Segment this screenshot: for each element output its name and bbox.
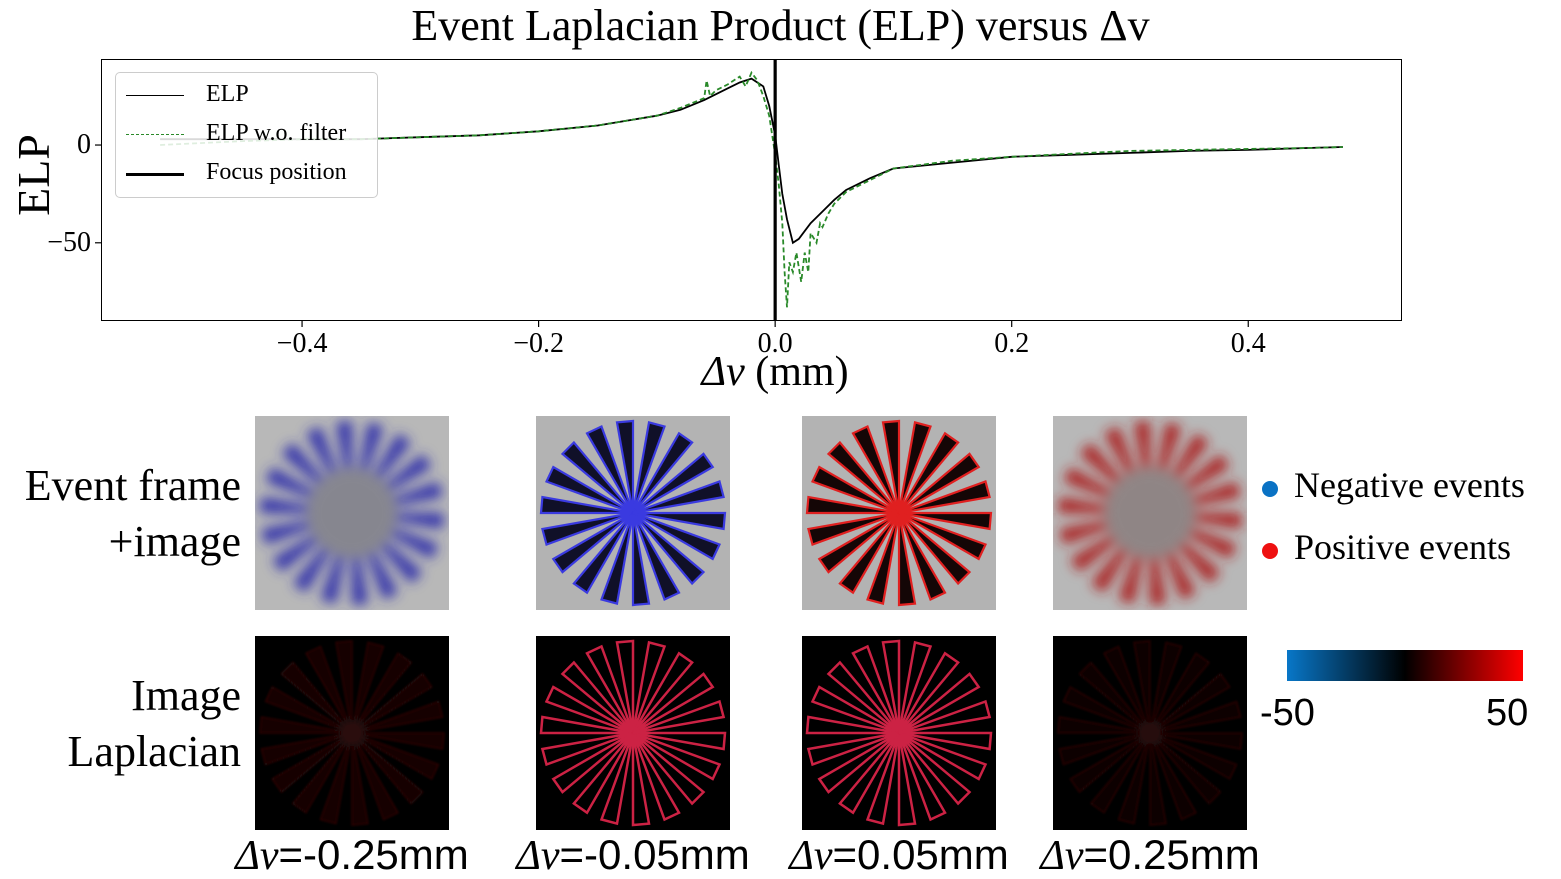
chart-legend: ELP ELP w.o. filter Focus position [115,72,378,198]
plot-area [101,59,1402,321]
laplacian-panel [1053,636,1247,830]
event-frame-panel [802,416,996,610]
x-tick-label: 0.0 [757,328,793,359]
series-group [160,70,1343,308]
chart-title: Event Laplacian Product (ELP) versus Δv [411,1,1150,50]
x-tick-label: 0.2 [994,328,1030,359]
column-label: Δv=0.25mm [1040,831,1260,879]
siemens-star-image [1053,636,1247,830]
event-frame-panel [536,416,730,610]
column-label: Δv=-0.05mm [516,831,750,879]
siemens-star-image [536,416,730,610]
x-ticks [301,321,1249,327]
siemens-star-image [802,416,996,610]
laplacian-panel [802,636,996,830]
siemens-star-image [255,416,449,610]
siemens-star-image [536,636,730,830]
row-label-event-2: +image [108,517,241,566]
negative-dot-icon [1262,480,1278,497]
positive-events-legend: Positive events [1262,525,1511,569]
siemens-star-image [255,636,449,830]
event-frame-panel [1053,416,1247,610]
x-tick-label: −0.4 [276,328,328,359]
legend-label-elp: ELP [206,81,249,107]
y-axis-label: ELP [8,134,59,216]
row-label-laplacian-1: Image [131,671,241,720]
colorbar-min-label: -50 [1260,692,1315,734]
legend-line-elp-no-filter [126,134,184,135]
legend-item-elp-no-filter: ELP w.o. filter [126,116,376,152]
x-tick-label: −0.2 [513,328,564,359]
colorbar [1287,650,1523,681]
laplacian-panel [536,636,730,830]
row-label-event-1: Event frame [24,461,241,510]
y-ticks [95,144,101,244]
negative-events-legend: Negative events [1262,463,1525,507]
positive-dot-icon [1262,542,1278,559]
x-axis-label: Δv (mm) [701,349,849,395]
siemens-star-image [802,636,996,830]
x-tick-label: 0.4 [1230,328,1266,359]
column-label: Δv=-0.25mm [235,831,469,879]
siemens-star-image [1053,416,1247,610]
column-label: Δv=0.05mm [789,831,1009,879]
row-label-laplacian-2: Laplacian [67,727,241,776]
legend-line-focus [126,173,184,176]
laplacian-panel [255,636,449,830]
legend-label-focus: Focus position [206,159,347,185]
colorbar-max-label: 50 [1486,692,1529,734]
event-frame-panel [255,416,449,610]
legend-line-elp [126,95,184,96]
series-line-elp-no-filter [160,70,1343,308]
legend-item-elp: ELP [126,77,376,113]
legend-label-elp-no-filter: ELP w.o. filter [206,120,347,146]
y-tick-label: 0 [77,129,91,161]
y-tick-label: −50 [47,226,91,258]
legend-item-focus: Focus position [126,155,376,191]
